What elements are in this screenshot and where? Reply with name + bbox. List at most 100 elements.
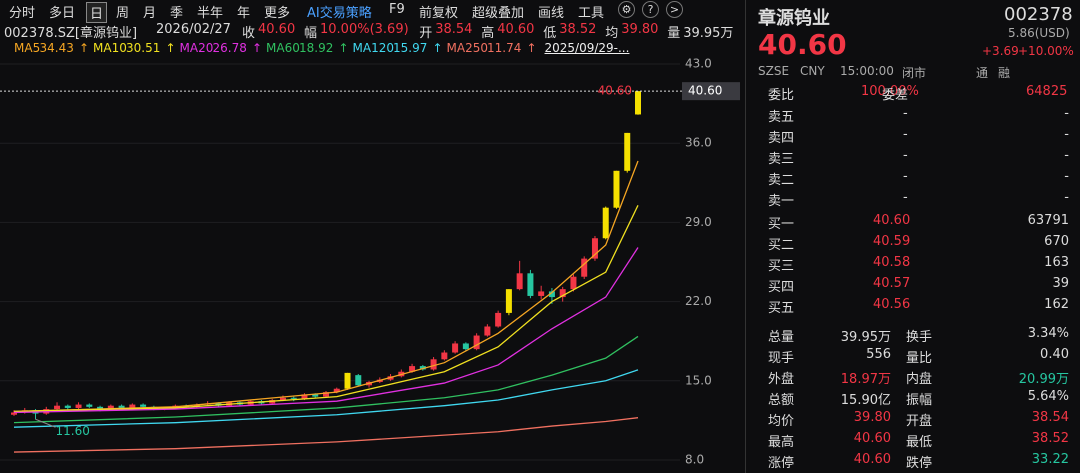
candle-body (129, 404, 136, 408)
ma-arrow: ↑ (79, 41, 90, 55)
tool-button[interactable]: 工具 (578, 6, 605, 21)
y-tick-label: 36.0 (685, 136, 712, 150)
book-label: 买五 (768, 301, 795, 316)
ma-name: MA20 (179, 41, 214, 55)
period-tab[interactable]: 月 (143, 6, 157, 21)
tool-button[interactable]: AI交易策略 (307, 6, 372, 21)
ma-name: MA250 (446, 41, 488, 55)
quote-code: 002378.SZ[章源钨业] (4, 26, 138, 41)
last-price-box (682, 82, 740, 101)
book-price: 40.57 (873, 276, 911, 291)
period-tab[interactable]: 半年 (197, 6, 224, 21)
ma-line (13, 205, 639, 412)
ma-name: MA120 (352, 41, 394, 55)
chart: 43.0 36.0 29.0 22.0 15.0 8.0 40.60 40.60 11.60 (0, 57, 740, 467)
period-tab[interactable]: 多日 (49, 6, 76, 21)
date-range[interactable]: 2025/09/29-... (544, 41, 630, 55)
candle-body (86, 404, 93, 407)
candle-body (591, 238, 598, 259)
icon-button[interactable]: > (666, 1, 683, 18)
ma-line (13, 335, 639, 424)
ma-line (13, 247, 639, 414)
change: +3.69 (982, 44, 1019, 58)
candle-body (107, 405, 114, 410)
period-tab[interactable]: 年 (237, 6, 251, 21)
ma-value: 26.78 (212, 41, 247, 55)
candle-body (441, 352, 448, 360)
period-tab[interactable]: 季 (170, 6, 184, 21)
candle-body (64, 405, 71, 408)
quote-value: 38.52 (559, 22, 597, 37)
market-info: CNY (800, 64, 825, 78)
candle-body (635, 91, 641, 115)
ma-line (13, 160, 639, 412)
stat-label: 内盘 (906, 372, 933, 387)
stat-value: 33.22 (1031, 452, 1069, 467)
candle-body (97, 406, 104, 410)
candle-body (527, 273, 534, 296)
stat-label: 开盘 (906, 414, 933, 429)
candle-body (430, 359, 437, 370)
book-volume: - (1064, 148, 1069, 163)
tool-button[interactable]: F9 (389, 2, 405, 17)
book-label: 委比 (768, 88, 795, 103)
stat-value: 40.60 (853, 431, 891, 446)
quote-value: 40.60 (497, 22, 535, 37)
book-volume: 162 (1044, 297, 1069, 312)
ma-value: 18.92 (299, 41, 334, 55)
book-label: 卖一 (768, 194, 795, 209)
candle-body (118, 405, 125, 408)
stat-value: 38.54 (1031, 410, 1069, 425)
candle-body (570, 276, 577, 290)
stat-label: 最高 (768, 435, 795, 450)
book-value: 64825 (1026, 84, 1068, 99)
quote-label: 幅 (304, 26, 318, 41)
period-tab[interactable]: 分时 (9, 6, 36, 21)
icon-button[interactable]: ? (642, 1, 659, 18)
quote-label: 均 (605, 26, 619, 41)
ma-line (13, 369, 639, 428)
period-tab[interactable]: 日 (86, 2, 108, 23)
stat-value: 39.80 (853, 410, 891, 425)
book-price: - (903, 169, 908, 184)
quote-value: 10.00%(3.69) (320, 22, 409, 37)
book-label: 买一 (768, 217, 795, 232)
book-price: - (903, 106, 908, 121)
tool-button[interactable]: 前复权 (419, 6, 459, 21)
candle-body (333, 388, 340, 393)
quote-date: 2026/02/27 (156, 22, 231, 37)
book-price: - (903, 190, 908, 205)
book-label: 买二 (768, 238, 795, 253)
tool-button[interactable]: 超级叠加 (472, 6, 525, 21)
y-tick-label: 8.0 (685, 453, 704, 467)
icon-button[interactable]: ⚙ (618, 1, 635, 18)
ma-value: 34.43 (39, 41, 74, 55)
market-info: 15:00:00 (840, 64, 894, 78)
candle-body (624, 132, 631, 171)
stat-label: 总量 (768, 330, 795, 345)
stat-label: 总额 (768, 393, 795, 408)
stat-value: 5.64% (1027, 389, 1069, 404)
book-volume: - (1064, 106, 1069, 121)
quote-panel: 章源钨业 002378 40.60 5.86(USD) +3.69 +10.00% SZSE… (745, 0, 1080, 473)
stat-label: 最低 (906, 435, 933, 450)
ma-name: MA60 (266, 41, 300, 55)
y-tick-label: 43.0 (685, 57, 712, 71)
book-label: 卖四 (768, 131, 795, 146)
candle-body (419, 366, 426, 370)
candle-body (11, 412, 17, 415)
candle-body (548, 291, 555, 298)
ma-value: 30.51 (126, 41, 161, 55)
ma-value: 11.74 (487, 41, 522, 55)
tool-button[interactable]: 画线 (538, 6, 565, 21)
quote-label: 开 (419, 26, 433, 41)
period-tab[interactable]: 更多 (264, 6, 291, 21)
stat-label: 均价 (768, 414, 795, 429)
tag: 通 (976, 66, 989, 80)
book-label: 委差 (882, 88, 909, 103)
candle-body (462, 343, 469, 350)
book-value: 100.00% (861, 84, 919, 99)
period-tab[interactable]: 周 (116, 6, 130, 21)
book-price: 40.60 (873, 213, 911, 228)
